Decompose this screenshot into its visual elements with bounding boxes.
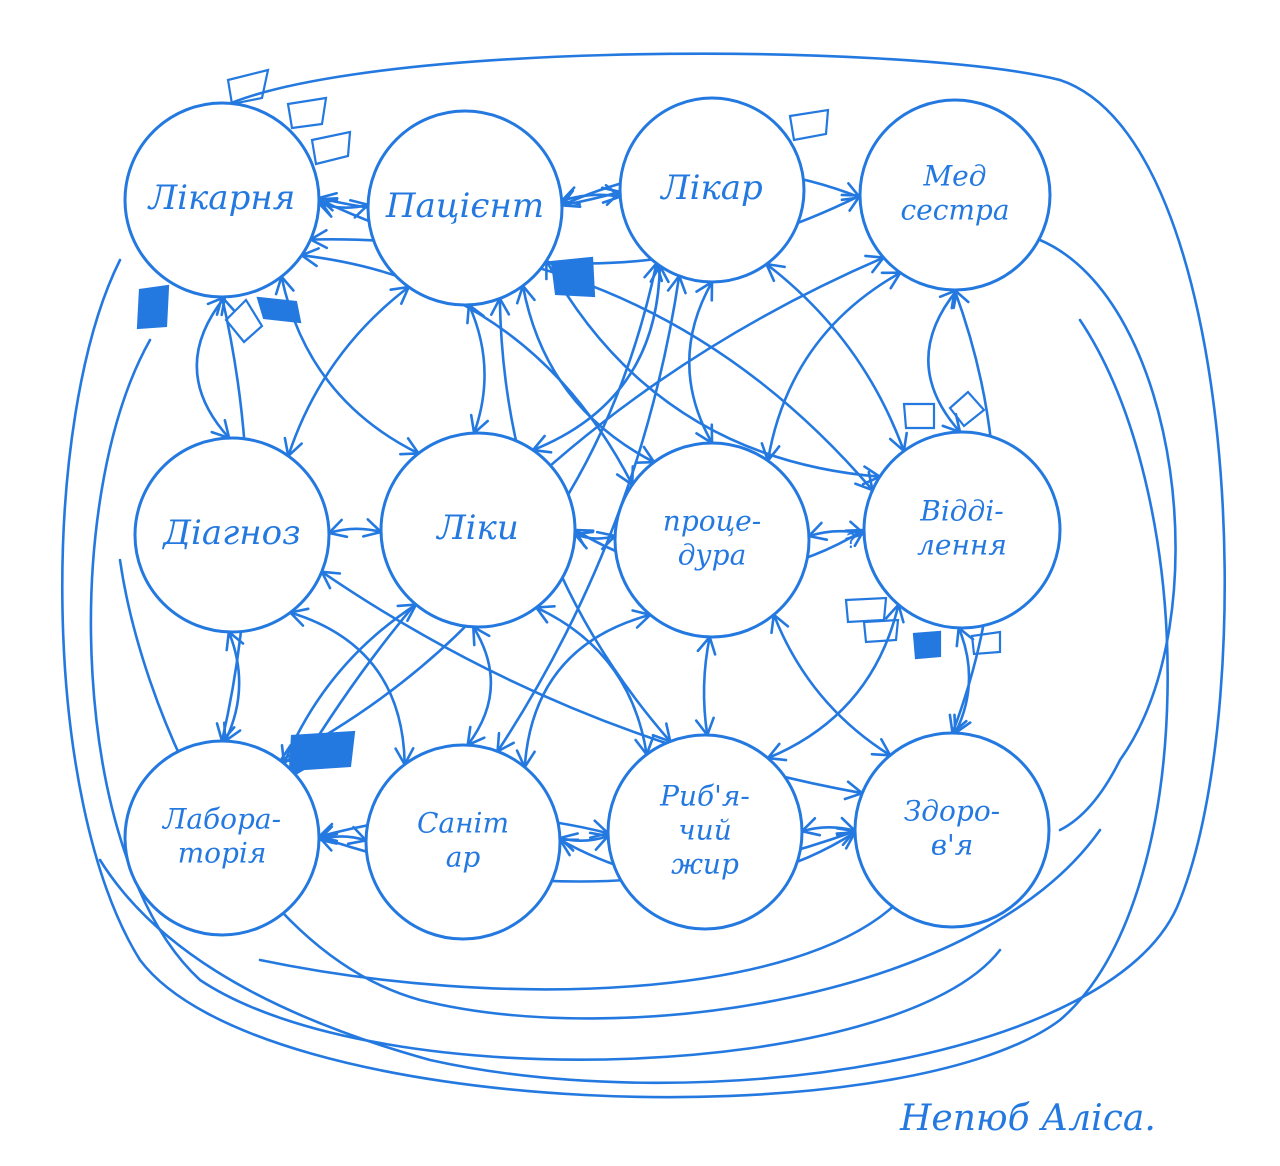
relation-procedure-health	[772, 613, 892, 757]
open-mark	[286, 96, 328, 130]
node-circle	[862, 430, 1062, 630]
node-label: Відді-	[919, 495, 1003, 528]
node-circle	[613, 441, 811, 639]
node-label: Риб'я-	[659, 780, 750, 813]
open-mark	[844, 596, 888, 624]
outer-loop-line	[118, 558, 1102, 1020]
node-circle	[133, 436, 331, 634]
relation-diagnosis-laboratory	[223, 630, 241, 743]
relation-patient-procedure	[521, 284, 656, 464]
open-mark	[948, 390, 986, 428]
relation-medicine-fish_oil	[535, 606, 648, 756]
node-medicine: Ліки	[379, 431, 577, 629]
node-label: в'я	[931, 829, 974, 862]
outer-loop-line	[258, 898, 902, 991]
solid-mark	[288, 730, 356, 772]
node-label: Лікар	[659, 168, 763, 208]
node-label: жир	[671, 848, 739, 881]
open-mark	[862, 618, 900, 644]
relation-procedure-fish_oil	[702, 635, 711, 737]
node-circle	[364, 743, 562, 941]
relation-nurse-procedure	[766, 271, 902, 462]
node-label: дура	[678, 539, 747, 572]
open-mark	[788, 108, 830, 142]
relation-patient-diagnosis	[287, 285, 410, 458]
node-hospital: Лікарня	[123, 101, 321, 299]
arrowhead-to-fish_oil	[799, 817, 822, 837]
relation-nurse-department	[927, 288, 962, 434]
relation-procedure-orderly	[523, 613, 652, 769]
open-mark	[224, 298, 264, 344]
node-circle	[123, 101, 321, 299]
node-department: Відді-лення	[862, 430, 1062, 630]
arrowhead-to-orderly	[496, 731, 515, 754]
open-mark	[226, 68, 270, 106]
node-label: Діагноз	[161, 513, 300, 553]
relation-hospital-diagnosis	[195, 295, 231, 440]
node-label: Мед	[923, 160, 987, 193]
author-signature: Непюб Аліса.	[900, 1098, 1156, 1139]
node-circle	[618, 96, 806, 284]
open-mark	[902, 402, 936, 430]
outer-loop-line	[89, 338, 1002, 1061]
node-circle	[123, 739, 321, 937]
relation-diagnosis-orderly	[289, 611, 406, 766]
open-mark	[310, 130, 352, 166]
solid-mark	[550, 256, 596, 298]
node-circle	[379, 431, 577, 629]
relation-patient-department	[545, 259, 882, 478]
node-circle	[853, 731, 1051, 929]
node-label: Здоро-	[904, 795, 1000, 828]
relation-department-fish_oil	[766, 603, 900, 760]
node-diagnosis: Діагноз	[133, 436, 331, 634]
question-mark: ?	[846, 529, 857, 553]
node-doctor: Лікар	[618, 96, 806, 284]
node-procedure: проце-дура	[613, 441, 811, 639]
node-circle	[366, 109, 564, 307]
node-label: ар	[446, 841, 481, 874]
relation-doctor-department	[765, 262, 906, 453]
node-label: сестра	[900, 194, 1009, 227]
solid-mark	[136, 284, 170, 330]
outer-loop-line	[98, 52, 1226, 1085]
open-mark	[970, 630, 1002, 656]
node-label: Ліки	[435, 508, 518, 548]
arrowhead-to-medicine	[362, 518, 384, 538]
node-label: проце-	[663, 505, 761, 538]
node-label: торія	[178, 837, 267, 870]
relation-doctor-medicine	[531, 264, 662, 452]
relation-medicine-orderly	[466, 625, 493, 747]
solid-mark	[912, 630, 942, 660]
relation-marks	[136, 68, 1002, 772]
outer-loop-line	[1038, 238, 1177, 832]
node-label: чий	[678, 814, 731, 847]
node-label: Лікарня	[147, 178, 296, 218]
relation-hospital-medicine	[280, 275, 420, 455]
node-label: Лабора-	[161, 803, 281, 836]
node-circle	[606, 733, 804, 931]
solid-mark	[256, 296, 302, 324]
node-label: Саніт	[417, 807, 509, 840]
node-health: Здоро-в'я	[853, 731, 1051, 929]
node-label: Пацієнт	[385, 186, 544, 226]
node-circle	[858, 98, 1052, 292]
node-label: лення	[917, 529, 1007, 562]
arrowhead-to-health	[870, 738, 893, 757]
outer-loop-line	[61, 258, 1169, 1099]
relation-medicine-diagnosis	[327, 527, 383, 535]
relation-patient-medicine	[467, 303, 486, 435]
node-patient: Пацієнт	[366, 109, 564, 307]
node-laboratory: Лабора-торія	[123, 739, 321, 937]
arrowhead-to-nurse	[880, 271, 903, 290]
